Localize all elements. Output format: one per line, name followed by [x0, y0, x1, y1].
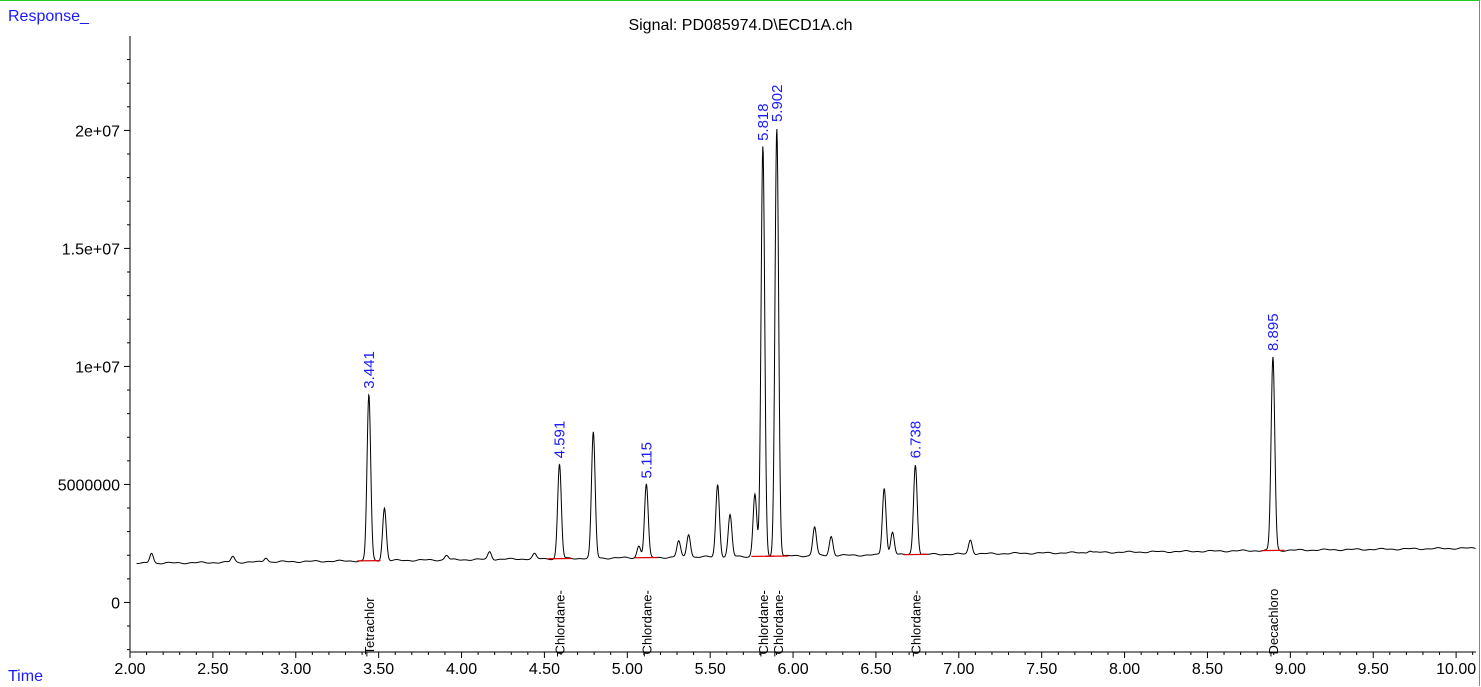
x-tick-label: 6.50 — [860, 661, 891, 678]
x-tick-label: 2.00 — [114, 661, 145, 678]
peak-rt-label: 8.895 — [1265, 313, 1282, 351]
x-tick-label: 2.50 — [197, 661, 228, 678]
peak-compound-label: Chlordane- — [771, 590, 786, 654]
peak-rt-label: 4.591 — [551, 421, 568, 459]
y-tick-label: 1e+07 — [75, 359, 120, 376]
x-axis-label: Time — [8, 668, 43, 685]
peak-compound-label: Tetrachlor — [362, 597, 377, 655]
x-tick-label: 9.00 — [1275, 661, 1306, 678]
peak-rt-label: 5.818 — [755, 103, 772, 141]
x-tick-label: 8.00 — [1109, 661, 1140, 678]
peak-rt-label: 6.738 — [907, 421, 924, 459]
x-tick-label: 4.00 — [446, 661, 477, 678]
peak-compound-label: Chlordane- — [908, 590, 923, 654]
chart-title: Signal: PD085974.D\ECD1A.ch — [628, 17, 853, 34]
x-tick-label: 7.50 — [1026, 661, 1057, 678]
y-tick-label: 2e+07 — [75, 123, 120, 140]
y-tick-label: 1.5e+07 — [62, 241, 120, 258]
peak-compound-label: Chlordane- — [756, 590, 771, 654]
x-tick-label: 5.50 — [695, 661, 726, 678]
y-tick-label: 5000000 — [58, 477, 120, 494]
x-tick-label: 4.50 — [529, 661, 560, 678]
y-tick-label: 0 — [111, 595, 120, 612]
x-tick-label: 7.00 — [943, 661, 974, 678]
peak-rt-label: 5.115 — [638, 442, 655, 478]
x-tick-label: 8.50 — [1192, 661, 1223, 678]
peak-rt-label: 3.441 — [361, 351, 378, 389]
x-tick-label: 6.00 — [777, 661, 808, 678]
x-tick-label: 5.00 — [612, 661, 643, 678]
peak-rt-label: 5.902 — [769, 84, 786, 122]
y-axis-label: Response_ — [8, 8, 89, 25]
peak-compound-label: Chlordane- — [552, 590, 567, 654]
x-tick-label: 9.50 — [1358, 661, 1389, 678]
peak-compound-label: Chlordane- — [639, 590, 654, 654]
x-tick-label: 10.00 — [1436, 661, 1476, 678]
x-tick-label: 3.00 — [280, 661, 311, 678]
peak-compound-label: Decachloro — [1266, 589, 1281, 655]
x-tick-label: 3.50 — [363, 661, 394, 678]
